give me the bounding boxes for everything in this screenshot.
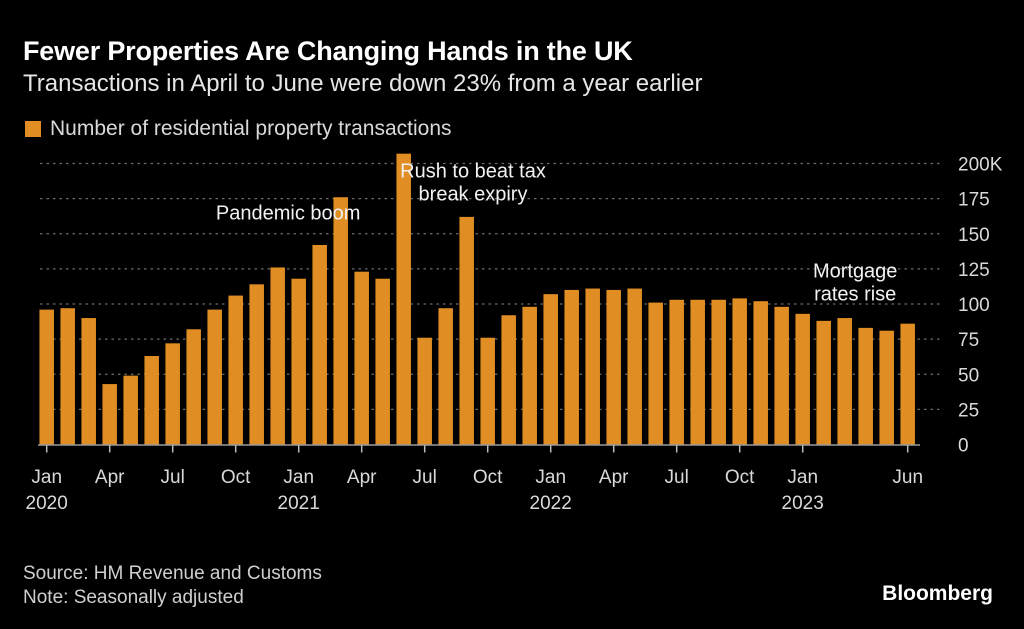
- bar: [291, 278, 306, 445]
- x-tick-year-label: 2020: [26, 493, 68, 514]
- bar: [690, 299, 705, 445]
- bar: [564, 289, 579, 445]
- bar: [354, 271, 369, 445]
- bar: [627, 288, 642, 445]
- x-tick-label: Apr: [599, 467, 629, 488]
- x-tick-label: Jan: [787, 467, 818, 488]
- bar: [669, 299, 684, 445]
- x-tick-label: Oct: [725, 467, 755, 488]
- bloomberg-logo: Bloomberg: [882, 582, 993, 605]
- bar: [606, 289, 621, 445]
- x-tick-label: Apr: [347, 467, 377, 488]
- bar: [123, 375, 138, 445]
- bars: [39, 153, 915, 445]
- x-tick-label: Oct: [473, 467, 503, 488]
- x-tick-year-label: 2021: [278, 493, 320, 514]
- bar: [81, 318, 96, 445]
- annotation-text: Mortgage: [813, 260, 898, 282]
- y-tick-label: 200K: [958, 155, 1003, 176]
- annotation-text: rates rise: [814, 283, 896, 305]
- bar: [522, 306, 537, 445]
- bar: [837, 318, 852, 445]
- x-tick-label: Jan: [283, 467, 314, 488]
- bar: [711, 299, 726, 445]
- bar: [312, 244, 327, 445]
- bar: [795, 313, 810, 445]
- bar: [858, 327, 873, 445]
- bar: [585, 288, 600, 445]
- annotation-text: Rush to beat tax: [400, 161, 546, 183]
- y-tick-label: 75: [958, 330, 979, 351]
- bar: [501, 315, 516, 445]
- y-tick-label: 25: [958, 400, 979, 421]
- x-tick-label: Jul: [413, 467, 437, 488]
- x-tick-label: Oct: [221, 467, 251, 488]
- bar: [648, 302, 663, 445]
- legend-swatch: [25, 121, 41, 137]
- legend: Number of residential property transacti…: [25, 117, 452, 141]
- x-tick-label: Jul: [161, 467, 185, 488]
- x-tick-year-label: 2022: [530, 493, 572, 514]
- chart-subtitle: Transactions in April to June were down …: [23, 70, 703, 97]
- bar: [879, 330, 894, 445]
- bar: [459, 216, 474, 445]
- bar: [417, 337, 432, 445]
- y-tick-label: 100: [958, 295, 990, 316]
- chart-title: Fewer Properties Are Changing Hands in t…: [23, 36, 633, 66]
- bar: [60, 308, 75, 445]
- bar: [396, 153, 411, 445]
- y-tick-label: 50: [958, 365, 979, 386]
- y-tick-label: 0: [958, 436, 969, 457]
- legend-label: Number of residential property transacti…: [50, 117, 452, 140]
- annotation-text: break expiry: [419, 184, 528, 206]
- bar: [270, 267, 285, 445]
- bar: [39, 309, 54, 445]
- bar: [144, 355, 159, 445]
- bar: [207, 309, 222, 445]
- bar: [543, 294, 558, 445]
- y-axis: 0 25 50 75 100 125 150 175 200K: [958, 155, 1003, 457]
- source-note: Source: HM Revenue and Customs: [23, 563, 322, 584]
- bar: [774, 306, 789, 445]
- bar: [102, 384, 117, 445]
- y-tick-label: 150: [958, 225, 990, 246]
- bar: [816, 320, 831, 445]
- bar: [480, 337, 495, 445]
- x-tick-label: Jan: [535, 467, 566, 488]
- y-tick-label: 175: [958, 190, 990, 211]
- bar: [333, 197, 348, 445]
- x-tick-label: Jun: [892, 467, 923, 488]
- bar: [249, 284, 264, 445]
- x-tick-label: Jan: [31, 467, 62, 488]
- bar: [186, 329, 201, 445]
- x-tick-label: Jul: [665, 467, 689, 488]
- y-tick-label: 125: [958, 260, 990, 281]
- bar: [375, 278, 390, 445]
- annotation-text: Pandemic boom: [216, 203, 361, 225]
- bar: [165, 343, 180, 445]
- x-tick-year-label: 2023: [782, 493, 824, 514]
- bar: [900, 323, 915, 445]
- bar: [732, 298, 747, 445]
- annotation: Pandemic boom: [216, 203, 361, 225]
- bar: [753, 301, 768, 445]
- bar: [438, 308, 453, 445]
- x-tick-label: Apr: [95, 467, 125, 488]
- bar: [228, 295, 243, 445]
- footnote: Note: Seasonally adjusted: [23, 587, 244, 608]
- x-axis: Jan 2020 Apr Jul Oct Jan 2021 Apr Jul Oct Jan 2022 A…: [26, 444, 923, 514]
